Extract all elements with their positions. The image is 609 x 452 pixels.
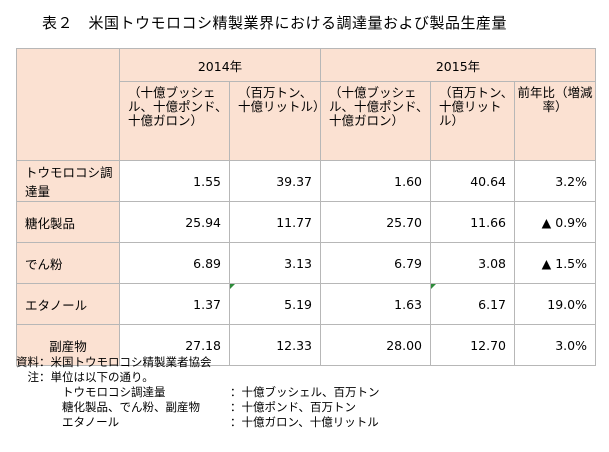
table-row: トウモロコシ調達量 1.55 39.37 1.60 40.64 3.2%	[16, 160, 596, 202]
cell-2014-b: 12.33	[229, 324, 321, 366]
table-row: 副産物 27.18 12.33 28.00 12.70 3.0%	[16, 324, 596, 366]
unit-header-2015-b: （百万トン、十億リットル）	[430, 81, 515, 161]
corner-cell	[16, 48, 120, 161]
cell-2015-b: 40.64	[430, 160, 515, 202]
table-row: でん粉 6.89 3.13 6.79 3.08 ▲ 1.5%	[16, 242, 596, 284]
cell-change: ▲ 0.9%	[514, 201, 596, 243]
unit-line-unit: ：十億ガロン、十億リットル	[230, 415, 379, 429]
unit-header-2015-a: （十億ブッシェル、十億ポンド、十億ガロン）	[320, 81, 431, 161]
cell-2015-b: 12.70	[430, 324, 515, 366]
cell-2015-b: 11.66	[430, 201, 515, 243]
cell-2015-a: 25.70	[320, 201, 431, 243]
cell-2014-a: 1.37	[119, 283, 230, 325]
unit-line-unit: ：十億ブッシェル、百万トン	[230, 385, 380, 399]
change-header: 前年比（増減率）	[514, 81, 596, 161]
row-label: 糖化製品	[16, 201, 120, 243]
row-label: でん粉	[16, 242, 120, 284]
row-label: エタノール	[16, 283, 120, 325]
unit-line: トウモロコシ調達量 ：十億ブッシェル、百万トン	[16, 385, 380, 400]
table-row: 糖化製品 25.94 11.77 25.70 11.66 ▲ 0.9%	[16, 201, 596, 243]
cell-2015-a: 6.79	[320, 242, 431, 284]
cell-change: ▲ 1.5%	[514, 242, 596, 284]
cell-2014-a: 1.55	[119, 160, 230, 202]
row-label: 副産物	[16, 324, 120, 366]
row-label: トウモロコシ調達量	[16, 160, 120, 202]
cell-2015-a: 1.60	[320, 160, 431, 202]
table-row: エタノール 1.37 5.19 1.63 6.17 19.0%	[16, 283, 596, 325]
year-header-2014: 2014年	[119, 48, 321, 82]
unit-note-intro: 注：単位は以下の通り。	[16, 370, 154, 384]
error-indicator-icon	[230, 284, 235, 289]
error-indicator-icon	[431, 284, 436, 289]
cell-2014-b: 3.13	[229, 242, 321, 284]
cell-2015-b: 3.08	[430, 242, 515, 284]
cell-change: 19.0%	[514, 283, 596, 325]
cell-2015-b: 6.17	[430, 283, 515, 325]
table-title: 表２ 米国トウモロコシ精製業界における調達量および製品生産量	[42, 14, 508, 32]
unit-line-unit: ：十億ポンド、百万トン	[230, 400, 357, 414]
cell-2015-a: 1.63	[320, 283, 431, 325]
cell-2014-a: 25.94	[119, 201, 230, 243]
unit-line-item: エタノール	[62, 415, 120, 429]
unit-line-item: 糖化製品、でん粉、副産物	[62, 400, 200, 414]
cell-change: 3.0%	[514, 324, 596, 366]
cell-2015-a: 28.00	[320, 324, 431, 366]
unit-header-2014-b: （百万トン、十億リットル）	[229, 81, 321, 161]
unit-header-2014-a: （十億ブッシェル、十億ポンド、十億ガロン）	[119, 81, 230, 161]
cell-change: 3.2%	[514, 160, 596, 202]
cell-2014-a: 6.89	[119, 242, 230, 284]
cell-2014-b: 11.77	[229, 201, 321, 243]
year-header-2015: 2015年	[320, 48, 596, 82]
data-table: 2014年 2015年 （十億ブッシェル、十億ポンド、十億ガロン） （百万トン、…	[16, 48, 596, 366]
cell-2014-b: 39.37	[229, 160, 321, 202]
cell-2014-b: 5.19	[229, 283, 321, 325]
notes-block: 資料：米国トウモロコシ精製業者協会 注：単位は以下の通り。 トウモロコシ調達量 …	[16, 355, 380, 430]
unit-line: エタノール ：十億ガロン、十億リットル	[16, 415, 380, 430]
unit-line-item: トウモロコシ調達量	[62, 385, 166, 399]
unit-line: 糖化製品、でん粉、副産物 ：十億ポンド、百万トン	[16, 400, 380, 415]
source-note: 資料：米国トウモロコシ精製業者協会	[16, 355, 212, 369]
